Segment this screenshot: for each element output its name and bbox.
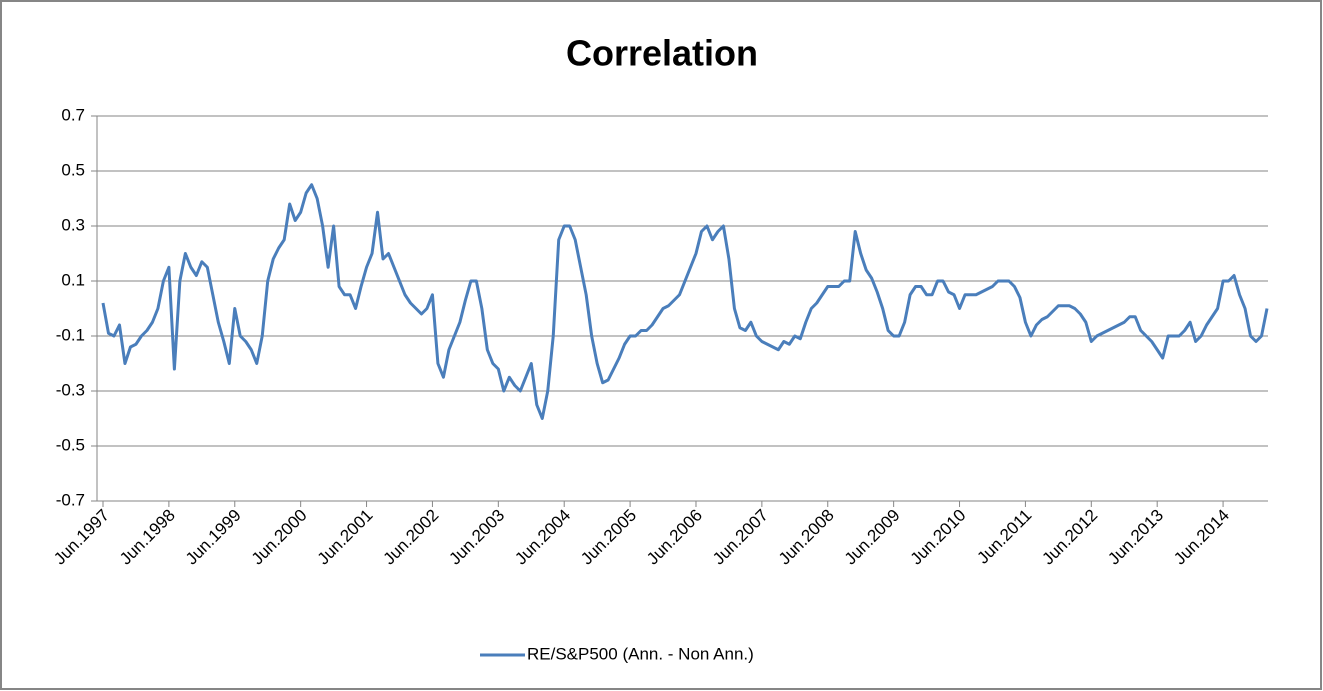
y-tick-label: -0.3 — [56, 380, 85, 399]
y-tick-label: -0.1 — [56, 325, 85, 344]
y-tick-label: 0.5 — [61, 160, 85, 179]
chart-title: Correlation — [566, 33, 758, 74]
data-line — [101, 183, 1269, 420]
y-tick-label: 0.3 — [61, 215, 85, 234]
legend-label: RE/S&P500 (Ann. - Non Ann.) — [527, 644, 754, 663]
y-tick-label: -0.5 — [56, 435, 85, 454]
y-tick-label: 0.1 — [61, 270, 85, 289]
y-tick-label: -0.7 — [56, 490, 85, 509]
y-tick-label: 0.7 — [61, 105, 85, 124]
